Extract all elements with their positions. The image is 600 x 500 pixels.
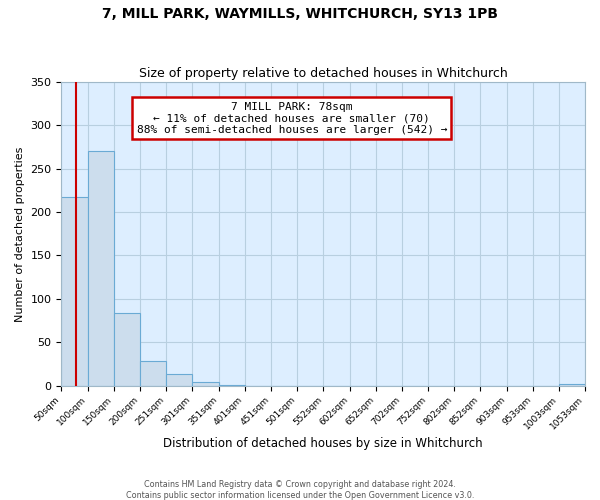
Y-axis label: Number of detached properties: Number of detached properties <box>15 146 25 322</box>
Title: Size of property relative to detached houses in Whitchurch: Size of property relative to detached ho… <box>139 66 508 80</box>
Bar <box>166 374 193 386</box>
X-axis label: Distribution of detached houses by size in Whitchurch: Distribution of detached houses by size … <box>163 437 483 450</box>
Bar <box>193 382 218 386</box>
Bar <box>218 384 245 386</box>
Text: Contains HM Land Registry data © Crown copyright and database right 2024.
Contai: Contains HM Land Registry data © Crown c… <box>126 480 474 500</box>
Bar <box>559 384 585 386</box>
Bar <box>113 312 140 386</box>
Bar <box>140 362 166 386</box>
Bar <box>61 198 88 386</box>
Bar <box>88 150 113 386</box>
Text: 7 MILL PARK: 78sqm
← 11% of detached houses are smaller (70)
88% of semi-detache: 7 MILL PARK: 78sqm ← 11% of detached hou… <box>137 102 447 135</box>
Text: 7, MILL PARK, WAYMILLS, WHITCHURCH, SY13 1PB: 7, MILL PARK, WAYMILLS, WHITCHURCH, SY13… <box>102 8 498 22</box>
